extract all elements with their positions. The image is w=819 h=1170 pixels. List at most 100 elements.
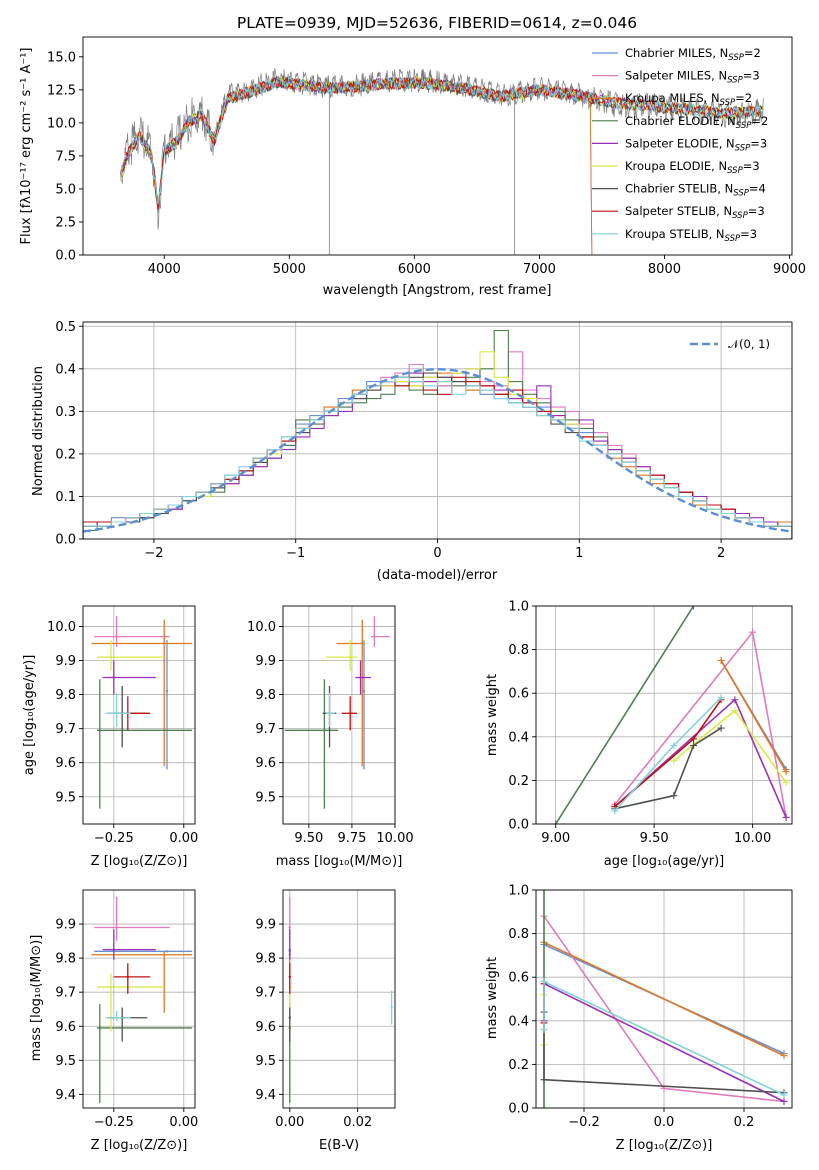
- weight_vs_age-line-chabrier_stelib: [614, 727, 722, 810]
- mass_vs_ebv-panel: 0.00 0.02 9.4 9.5 9.6 9.7 9.8 9.9: [255, 889, 396, 1130]
- legend-subscript: SSP: [728, 53, 744, 63]
- weight_vs_Z-marker-chabrier_elodie: [540, 1104, 548, 1108]
- mass_vs_Z-point-salpeter_miles: [115, 926, 118, 929]
- legend-label-chabrier_stelib: Chabrier STELIB, NSSP=4: [625, 182, 766, 199]
- weight_vs_Z-ytick-label: 1.0: [508, 884, 529, 899]
- mass_vs_Z-point-chabrier_miles: [165, 950, 169, 953]
- weight_vs_age-xtick-label: 9.50: [640, 831, 669, 846]
- weight_vs_Z-ytick-label: 0.8: [508, 927, 529, 942]
- mass_vs_ebv-point-salpeter_miles: [288, 926, 291, 929]
- mass_vs_Z-xtick-label: −0.25: [94, 1115, 134, 1130]
- age_vs_mass-point-chabrier_elodie: [323, 729, 326, 732]
- age_vs_Z-point-kroupa_stelib: [115, 712, 118, 715]
- weight-vs-Z-xlabel: Z [log₁₀(Z/Z⊙)]: [616, 1138, 713, 1153]
- weight_vs_Z-marker-kroupa_miles: [780, 1052, 788, 1060]
- spectrum-ytick-label: 7.5: [55, 149, 76, 164]
- age_vs_Z-point-kroupa_elodie: [109, 655, 113, 659]
- legend-count: =3: [740, 227, 757, 241]
- weight_vs_Z-panel: −0.2 0.0 0.2 0.0 0.2 0.4 0.6 0.8 1.0: [508, 884, 793, 1130]
- spectrum-xtick-label: 7000: [523, 262, 556, 277]
- weight_vs_Z-xtick-label: −0.2: [568, 1115, 600, 1130]
- age_vs_mass-xtick-label: 9.50: [294, 831, 323, 846]
- legend-subscript: SSP: [727, 76, 743, 86]
- legend-label-kroupa_stelib: Kroupa STELIB, NSSP=3: [625, 227, 757, 244]
- weight_vs_Z-ytick-label: 0.4: [508, 1014, 529, 1029]
- age_vs_mass-ytick-label: 9.6: [255, 756, 276, 771]
- age_vs_Z-point-salpeter_miles: [115, 635, 118, 638]
- weight_vs_age-line-kroupa_stelib: [614, 697, 722, 812]
- weight_vs_Z-marker-chabrier_elodie: [540, 890, 548, 894]
- weight-vs-age-xlabel: age [log₁₀(age/yr)]: [604, 854, 725, 869]
- legend-subscript: SSP: [727, 166, 743, 176]
- residuals-hist-kroupa_stelib: [83, 376, 792, 539]
- legend-subscript: SSP: [736, 121, 752, 131]
- mass_vs_ebv-point-salpeter_elodie: [288, 948, 291, 951]
- mass_vs_ebv-frame: [282, 889, 396, 1109]
- spectrum-model-kroupa_stelib: [120, 76, 764, 205]
- legend-label-chabrier_elodie: Chabrier ELODIE, NSSP=2: [625, 114, 768, 131]
- residuals-xtick-label: 2: [717, 546, 725, 561]
- spectrum-xlabel: wavelength [Angstrom, rest frame]: [323, 283, 552, 298]
- spectrum-ytick-label: 2.5: [55, 215, 76, 230]
- mass_vs_ebv-point-kroupa_stelib: [390, 1006, 393, 1009]
- weight_vs_age-marker-salpeter_elodie: [731, 696, 739, 704]
- legend-count: =3: [743, 69, 760, 83]
- weight_vs_Z-ytick-label: 0.6: [508, 971, 529, 986]
- weight_vs_age-marker-chabrier_stelib: [717, 724, 725, 732]
- mass_vs_Z-ytick-label: 9.6: [55, 1020, 76, 1035]
- mass_vs_ebv-xtick-label: 0.00: [275, 1115, 304, 1130]
- age_vs_Z-point-chabrier_elodie: [98, 729, 102, 732]
- weight-vs-Z-ylabel: mass weight: [485, 957, 500, 1039]
- weight_vs_age-marker-kroupa_miles: [782, 768, 790, 776]
- age_vs_Z-plot-area: [91, 616, 193, 809]
- mass-vs-Z-xlabel: Z [log₁₀(Z/Z⊙)]: [91, 1138, 188, 1153]
- mass_vs_Z-ytick-label: 9.8: [55, 952, 76, 967]
- mass_vs_Z-frame: [82, 889, 196, 1109]
- weight_vs_age-ytick-label: 0.8: [508, 643, 529, 658]
- legend-count: =2: [735, 91, 752, 105]
- mass_vs_ebv-ytick-label: 9.7: [255, 986, 276, 1001]
- spectrum-xtick-label: 5000: [273, 262, 306, 277]
- age_vs_mass-point-kroupa_elodie: [349, 655, 352, 659]
- legend-subscript: SSP: [733, 189, 749, 199]
- age_vs_Z-point-kroupa_miles: [163, 642, 166, 645]
- mass_vs_Z-xtick-label: 0.00: [169, 1115, 198, 1130]
- spectrum-ytick-label: 15.0: [47, 50, 76, 65]
- weight_vs_age-ytick-label: 0.2: [508, 774, 529, 789]
- age_vs_mass-point-chabrier_miles: [362, 689, 366, 693]
- weight_vs_age-marker-salpeter_elodie: [782, 813, 790, 821]
- weight_vs_Z-marker-chabrier_stelib: [540, 1076, 548, 1084]
- weight_vs_Z-ytick-label: 0.0: [508, 1102, 529, 1117]
- spectrum-title: PLATE=0939, MJD=52636, FIBERID=0614, z=0…: [237, 14, 637, 32]
- mass_vs_Z-ytick-label: 9.9: [55, 918, 76, 933]
- weight_vs_age-panel: 9.00 9.50 10.00 0.0 0.2 0.4 0.6 0.8 1.0: [508, 600, 793, 846]
- mass_vs_ebv-ytick-label: 9.5: [255, 1054, 276, 1069]
- spectrum-ytick-label: 12.5: [47, 83, 76, 98]
- age_vs_Z-ytick-label: 9.5: [55, 790, 76, 805]
- weight_vs_age-marker-kroupa_stelib: [611, 807, 619, 815]
- weight_vs_Z-plot-area: [540, 890, 788, 1108]
- weight-vs-age-ylabel: mass weight: [485, 674, 500, 756]
- mass_vs_Z-ytick-label: 9.7: [55, 986, 76, 1001]
- residuals-ytick-label: 0.0: [55, 533, 76, 548]
- age_vs_Z-panel: −0.25 0.00 9.5 9.6 9.7 9.8 9.9 10.0: [47, 605, 198, 846]
- spectrum-ylabel: Flux [fλ10⁻¹⁷ erg cm⁻² s⁻¹ A⁻¹]: [19, 48, 34, 245]
- age_vs_mass-point-salpeter_stelib: [349, 712, 352, 715]
- age_vs_Z-ytick-label: 9.6: [55, 756, 76, 771]
- weight_vs_Z-line-kroupa_miles: [543, 941, 785, 1057]
- spectrum-plot-area: [120, 68, 764, 255]
- age_vs_mass-point-kroupa_stelib: [328, 712, 331, 715]
- weight_vs_age-line-salpeter_elodie: [614, 698, 787, 818]
- age_vs_Z-ytick-label: 10.0: [47, 620, 76, 635]
- weight_vs_age-marker-kroupa_miles: [717, 657, 725, 664]
- weight_vs_age-marker-kroupa_elodie: [731, 707, 739, 715]
- age_vs_Z-frame: [82, 605, 196, 825]
- weight_vs_age-line-chabrier_elodie: [555, 606, 695, 824]
- mass_vs_Z-point-salpeter_stelib: [126, 975, 129, 979]
- residuals-xtick-label: −2: [144, 546, 163, 561]
- residuals-ytick-label: 0.2: [55, 447, 76, 462]
- legend-label-salpeter_elodie: Salpeter ELODIE, NSSP=3: [625, 136, 767, 153]
- residuals-ylabel: Normed distribution: [31, 366, 46, 496]
- spectrum-model-salpeter_miles: [120, 76, 593, 255]
